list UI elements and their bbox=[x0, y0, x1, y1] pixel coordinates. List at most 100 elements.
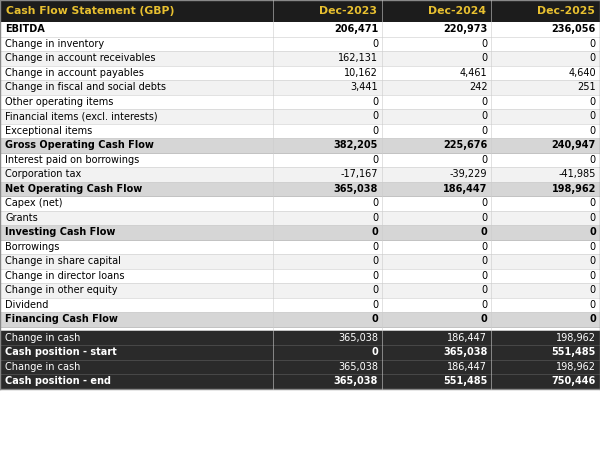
Text: 0: 0 bbox=[481, 314, 487, 324]
Bar bbox=[0, 327, 600, 330]
Text: 0: 0 bbox=[372, 155, 378, 165]
Text: 236,056: 236,056 bbox=[552, 24, 596, 34]
Text: 365,038: 365,038 bbox=[334, 184, 378, 194]
Bar bbox=[0, 36, 600, 51]
Text: 0: 0 bbox=[590, 111, 596, 121]
Text: 0: 0 bbox=[590, 126, 596, 136]
Text: 186,447: 186,447 bbox=[448, 362, 487, 372]
Text: 0: 0 bbox=[481, 300, 487, 310]
Bar bbox=[0, 283, 600, 298]
Text: 551,485: 551,485 bbox=[443, 376, 487, 386]
Bar bbox=[0, 152, 600, 167]
Text: 0: 0 bbox=[589, 227, 596, 237]
Text: 0: 0 bbox=[590, 271, 596, 281]
Bar bbox=[0, 167, 600, 182]
Text: 0: 0 bbox=[590, 39, 596, 49]
Text: 0: 0 bbox=[372, 126, 378, 136]
Bar bbox=[0, 374, 600, 389]
Bar bbox=[0, 123, 600, 138]
Text: 551,485: 551,485 bbox=[551, 347, 596, 357]
Text: 0: 0 bbox=[481, 198, 487, 208]
Text: 206,471: 206,471 bbox=[334, 24, 378, 34]
Text: Corporation tax: Corporation tax bbox=[5, 169, 81, 179]
Text: Dec-2024: Dec-2024 bbox=[428, 6, 487, 16]
Text: Borrowings: Borrowings bbox=[5, 242, 59, 252]
Text: 0: 0 bbox=[590, 97, 596, 107]
Text: Change in inventory: Change in inventory bbox=[5, 39, 104, 49]
Text: 0: 0 bbox=[590, 300, 596, 310]
Text: Dec-2023: Dec-2023 bbox=[319, 6, 377, 16]
Bar bbox=[0, 138, 600, 152]
Text: Net Operating Cash Flow: Net Operating Cash Flow bbox=[5, 184, 142, 194]
Text: -17,167: -17,167 bbox=[341, 169, 378, 179]
Text: Change in fiscal and social debts: Change in fiscal and social debts bbox=[5, 82, 166, 92]
Text: 0: 0 bbox=[590, 242, 596, 252]
Text: 242: 242 bbox=[469, 82, 487, 92]
Bar bbox=[0, 182, 600, 196]
Text: Cash Flow Statement (GBP): Cash Flow Statement (GBP) bbox=[6, 6, 175, 16]
Text: 198,962: 198,962 bbox=[556, 333, 596, 343]
Text: 0: 0 bbox=[590, 256, 596, 266]
Text: 198,962: 198,962 bbox=[551, 184, 596, 194]
Text: 0: 0 bbox=[371, 314, 378, 324]
Bar bbox=[0, 312, 600, 327]
Text: Cash position - end: Cash position - end bbox=[5, 376, 111, 386]
Text: 0: 0 bbox=[590, 155, 596, 165]
Text: 3,441: 3,441 bbox=[350, 82, 378, 92]
Bar bbox=[0, 298, 600, 312]
Bar bbox=[0, 95, 600, 109]
Text: Dividend: Dividend bbox=[5, 300, 49, 310]
Text: Change in share capital: Change in share capital bbox=[5, 256, 121, 266]
Text: 0: 0 bbox=[481, 285, 487, 295]
Text: 382,205: 382,205 bbox=[334, 140, 378, 150]
Text: 0: 0 bbox=[372, 256, 378, 266]
Text: Interest paid on borrowings: Interest paid on borrowings bbox=[5, 155, 139, 165]
Text: Change in cash: Change in cash bbox=[5, 362, 80, 372]
Text: 0: 0 bbox=[371, 227, 378, 237]
Text: 198,962: 198,962 bbox=[556, 362, 596, 372]
Text: 0: 0 bbox=[481, 53, 487, 63]
Bar bbox=[0, 225, 600, 239]
Text: 365,038: 365,038 bbox=[338, 362, 378, 372]
Text: 0: 0 bbox=[481, 155, 487, 165]
Text: Cash position - start: Cash position - start bbox=[5, 347, 117, 357]
Text: 0: 0 bbox=[481, 271, 487, 281]
Text: 0: 0 bbox=[372, 198, 378, 208]
Text: -39,229: -39,229 bbox=[450, 169, 487, 179]
Bar bbox=[0, 80, 600, 95]
Text: 0: 0 bbox=[372, 285, 378, 295]
Text: Change in cash: Change in cash bbox=[5, 333, 80, 343]
Text: 0: 0 bbox=[481, 256, 487, 266]
Text: 0: 0 bbox=[590, 213, 596, 223]
Bar bbox=[0, 196, 600, 211]
Text: Financial items (excl. interests): Financial items (excl. interests) bbox=[5, 111, 158, 121]
Bar bbox=[0, 239, 600, 254]
Text: 0: 0 bbox=[372, 271, 378, 281]
Bar bbox=[0, 359, 600, 374]
Text: Change in other equity: Change in other equity bbox=[5, 285, 118, 295]
Text: 251: 251 bbox=[577, 82, 596, 92]
Text: 240,947: 240,947 bbox=[552, 140, 596, 150]
Text: -41,985: -41,985 bbox=[559, 169, 596, 179]
Text: 0: 0 bbox=[481, 227, 487, 237]
Text: 0: 0 bbox=[372, 97, 378, 107]
Bar bbox=[0, 51, 600, 66]
Text: 0: 0 bbox=[481, 213, 487, 223]
Text: Capex (net): Capex (net) bbox=[5, 198, 62, 208]
Text: 4,461: 4,461 bbox=[460, 68, 487, 78]
Text: EBITDA: EBITDA bbox=[5, 24, 45, 34]
Text: Grants: Grants bbox=[5, 213, 38, 223]
Text: 0: 0 bbox=[372, 300, 378, 310]
Bar bbox=[0, 345, 600, 359]
Text: 186,447: 186,447 bbox=[448, 333, 487, 343]
Text: Dec-2025: Dec-2025 bbox=[537, 6, 595, 16]
Text: Exceptional items: Exceptional items bbox=[5, 126, 92, 136]
Text: Change in director loans: Change in director loans bbox=[5, 271, 125, 281]
Text: Other operating items: Other operating items bbox=[5, 97, 113, 107]
Text: 0: 0 bbox=[481, 111, 487, 121]
Text: 162,131: 162,131 bbox=[338, 53, 378, 63]
Text: 220,973: 220,973 bbox=[443, 24, 487, 34]
Text: Change in account receivables: Change in account receivables bbox=[5, 53, 155, 63]
Text: 0: 0 bbox=[590, 198, 596, 208]
Text: 0: 0 bbox=[481, 97, 487, 107]
